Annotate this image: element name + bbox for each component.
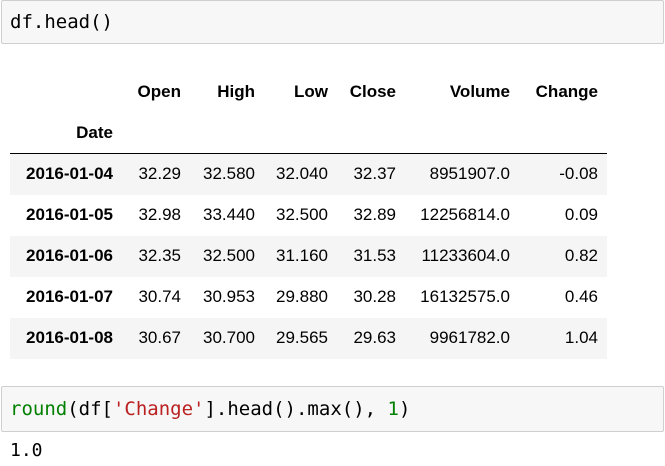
table-row: 2016-01-08 30.67 30.700 29.565 29.63 996… <box>10 317 607 359</box>
table-cell: 32.98 <box>138 205 181 224</box>
table-cell: 30.67 <box>138 328 181 347</box>
empty-header-cell <box>337 112 405 154</box>
table-cell: 30.700 <box>203 328 255 347</box>
empty-header-cell <box>519 112 607 154</box>
table-cell: 12256814.0 <box>420 205 510 224</box>
table-cell: 30.953 <box>203 287 255 306</box>
table-cell: 32.500 <box>203 246 255 265</box>
table-cell: 0.82 <box>564 246 598 265</box>
row-index: 2016-01-07 <box>26 287 113 306</box>
table-cell: 16132575.0 <box>420 287 510 306</box>
column-header: High <box>217 82 255 101</box>
code-token-string: 'Change' <box>112 398 205 420</box>
column-header: Change <box>535 82 598 101</box>
code-cell-2-input[interactable]: round (df['Change'].head().max(), 1) <box>1 386 664 432</box>
column-header: Open <box>137 82 181 101</box>
table-cell: 29.565 <box>276 328 328 347</box>
code-token: ].head().max(), <box>204 398 388 420</box>
table-cell: 32.37 <box>353 164 396 184</box>
table-cell: 29.880 <box>276 287 328 306</box>
table-cell: 31.53 <box>353 246 396 265</box>
code-token: (df[ <box>67 398 113 420</box>
empty-header-cell <box>264 112 337 154</box>
table-cell: 32.500 <box>276 205 328 224</box>
row-index: 2016-01-04 <box>26 164 113 184</box>
code-token: ) <box>398 398 411 420</box>
code-token-builtin: round <box>10 398 68 420</box>
index-name: Date <box>76 122 113 142</box>
table-cell: 30.74 <box>138 287 181 306</box>
column-header-row: Open High Low Close Volume Change <box>10 72 607 112</box>
table-cell: 33.440 <box>203 205 255 224</box>
table-cell: 0.09 <box>564 205 598 224</box>
dataframe-output-table: Open High Low Close Volume Change Date 2… <box>10 72 607 359</box>
table-cell: -0.08 <box>559 164 598 184</box>
row-index: 2016-01-08 <box>26 328 113 347</box>
column-header: Volume <box>449 82 510 101</box>
table-cell: 9961782.0 <box>429 328 510 347</box>
table-cell: 31.160 <box>276 246 328 265</box>
code-text: df.head() <box>10 11 113 33</box>
table-row: 2016-01-06 32.35 32.500 31.160 31.53 112… <box>10 235 607 277</box>
index-corner-cell <box>10 72 122 112</box>
empty-header-cell <box>190 112 264 154</box>
code-cell-1-input[interactable]: df.head() <box>1 0 664 44</box>
table-cell: 32.35 <box>138 246 181 265</box>
table-cell: 29.63 <box>353 328 396 347</box>
table-cell: 8951907.0 <box>429 164 510 184</box>
table-cell: 32.89 <box>353 205 396 224</box>
empty-header-cell <box>405 112 519 154</box>
code-cell-2-output: 1.0 <box>10 440 43 461</box>
table-cell: 32.580 <box>203 164 255 184</box>
table-cell: 32.29 <box>138 164 181 184</box>
column-header: Low <box>294 82 328 101</box>
table-row: 2016-01-07 30.74 30.953 29.880 30.28 161… <box>10 277 607 318</box>
empty-header-cell <box>122 112 190 154</box>
index-name-row: Date <box>10 112 607 154</box>
table-cell: 30.28 <box>353 287 396 306</box>
table-row: 2016-01-05 32.98 33.440 32.500 32.89 122… <box>10 195 607 236</box>
table-cell: 32.040 <box>276 164 328 184</box>
table-cell: 1.04 <box>564 328 598 347</box>
row-index: 2016-01-05 <box>26 205 113 224</box>
table-row: 2016-01-04 32.29 32.580 32.040 32.37 895… <box>10 153 607 195</box>
row-index: 2016-01-06 <box>26 246 113 265</box>
column-header: Close <box>349 82 396 101</box>
code-token-number: 1 <box>387 398 399 420</box>
table-cell: 11233604.0 <box>421 246 510 265</box>
table-cell: 0.46 <box>564 287 598 306</box>
